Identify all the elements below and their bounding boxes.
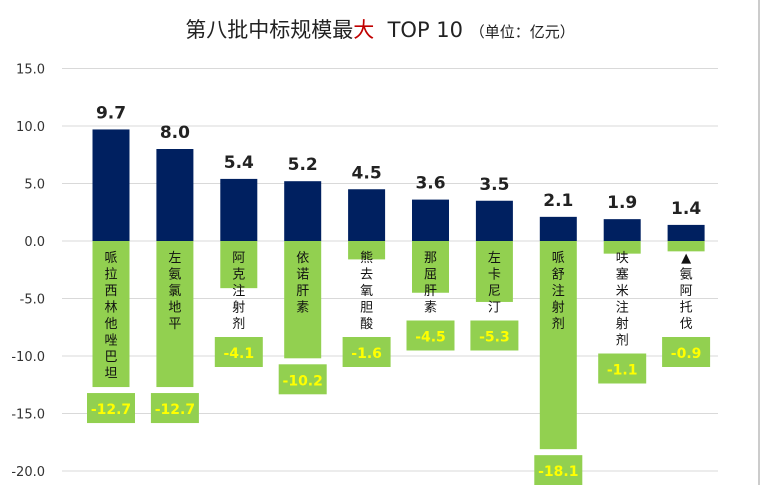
y-tick-label: 5.0 xyxy=(24,178,45,193)
bar-negative xyxy=(667,241,705,252)
bar-positive xyxy=(220,178,258,241)
data-label-negative: -12.7 xyxy=(155,402,195,418)
data-label-positive: 5.2 xyxy=(288,155,318,175)
data-label-negative: -18.1 xyxy=(538,464,578,480)
scrollbar-edge xyxy=(758,0,760,485)
category-label: ▲氨阿托伐 xyxy=(680,251,693,332)
data-label-box xyxy=(342,337,391,367)
title-unit: （单位：亿元） xyxy=(469,23,575,41)
y-tick-label: -15.0 xyxy=(11,408,45,423)
bar-negative xyxy=(284,241,322,359)
data-label-box xyxy=(214,337,263,367)
bar-negative xyxy=(475,241,513,302)
data-label-negative: -5.3 xyxy=(479,330,510,346)
title-highlight: 大 xyxy=(353,18,375,42)
data-label-positive: 5.4 xyxy=(224,153,254,173)
y-tick-label: 0.0 xyxy=(24,235,45,250)
bar-negative xyxy=(603,241,641,254)
data-label-box xyxy=(406,320,455,351)
bar-positive xyxy=(475,200,513,241)
bar-negative xyxy=(156,241,194,388)
category-label: 哌舒注射剂 xyxy=(552,250,565,332)
data-label-positive: 9.7 xyxy=(96,103,126,123)
bar-positive xyxy=(539,216,577,241)
bar-positive xyxy=(667,224,705,241)
category-label: 左卡尼汀 xyxy=(488,251,501,316)
y-tick-label: -20.0 xyxy=(11,465,45,480)
data-label-box xyxy=(598,353,647,384)
category-label: 呋塞米注射剂 xyxy=(616,251,629,349)
bar-negative xyxy=(539,241,577,450)
data-label-positive: 1.9 xyxy=(607,193,637,213)
bar-positive xyxy=(603,219,641,241)
category-label: 那屈肝素 xyxy=(424,251,437,316)
data-label-negative: -4.1 xyxy=(223,346,254,362)
data-label-negative: -1.1 xyxy=(607,363,638,379)
bar-positive xyxy=(412,199,449,241)
data-label-negative: -0.9 xyxy=(671,346,702,362)
y-tick-label: -10.0 xyxy=(11,350,45,365)
y-tick-label: 15.0 xyxy=(16,63,45,78)
data-label-positive: 3.5 xyxy=(479,175,509,195)
bar-negative xyxy=(92,241,130,388)
data-label-box xyxy=(470,320,519,351)
y-tick-label: -5.0 xyxy=(20,293,45,308)
bar-negative xyxy=(412,241,449,293)
category-label: 阿克注射剂 xyxy=(232,251,245,332)
category-label: 左氨氯地平 xyxy=(168,251,181,332)
data-label-positive: 2.1 xyxy=(543,191,573,211)
title-text: 第八批中标规模最 xyxy=(185,18,354,42)
data-label-box xyxy=(150,393,199,424)
data-label-negative: -1.6 xyxy=(351,346,382,362)
bar-negative xyxy=(348,241,386,260)
data-label-positive: 8.0 xyxy=(160,123,190,143)
data-label-negative: -10.2 xyxy=(283,373,323,389)
data-label-positive: 4.5 xyxy=(352,163,382,183)
data-label-positive: 1.4 xyxy=(671,199,701,219)
category-label: 依诺肝素 xyxy=(296,251,309,316)
category-label: 熊去氧胆酸 xyxy=(360,250,373,332)
title-top10: TOP 10 xyxy=(387,18,464,42)
data-label-box xyxy=(87,393,135,424)
data-label-box xyxy=(534,455,583,485)
bar-positive xyxy=(284,181,322,241)
bar-negative xyxy=(220,241,258,289)
data-label-positive: 3.6 xyxy=(415,174,445,194)
y-tick-label: 10.0 xyxy=(16,120,45,135)
data-label-negative: -4.5 xyxy=(415,330,446,346)
data-label-box xyxy=(662,337,711,367)
data-label-box xyxy=(278,364,327,395)
chart-title: 第八批中标规模最大 TOP 10 （单位：亿元） xyxy=(0,14,760,44)
category-label: 哌拉西林他唑巴坦 xyxy=(104,250,117,382)
bar-positive xyxy=(348,189,386,241)
bar-positive xyxy=(156,149,194,241)
data-label-negative: -12.7 xyxy=(91,402,131,418)
bar-positive xyxy=(92,129,130,241)
